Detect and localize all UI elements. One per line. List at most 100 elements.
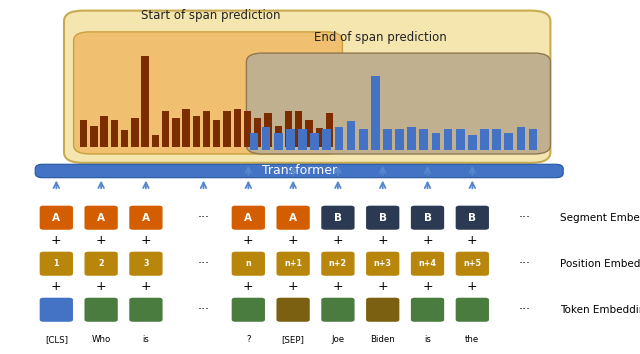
Bar [244, 110, 252, 147]
Bar [193, 116, 200, 147]
FancyBboxPatch shape [40, 206, 73, 230]
Bar [262, 127, 271, 150]
Bar [223, 110, 231, 147]
FancyBboxPatch shape [366, 252, 399, 276]
Text: Position Embeddings: Position Embeddings [560, 259, 640, 269]
Bar [335, 127, 343, 150]
Text: Biden: Biden [371, 335, 395, 344]
FancyBboxPatch shape [40, 252, 73, 276]
Bar [305, 120, 313, 147]
Bar [456, 129, 465, 150]
Bar [254, 118, 262, 147]
Text: +: + [422, 234, 433, 247]
FancyBboxPatch shape [232, 298, 265, 322]
Text: A: A [142, 213, 150, 223]
FancyBboxPatch shape [84, 298, 118, 322]
Text: +: + [378, 234, 388, 247]
Text: +: + [333, 280, 343, 293]
Bar [444, 129, 452, 150]
FancyBboxPatch shape [84, 252, 118, 276]
FancyBboxPatch shape [84, 206, 118, 230]
Text: +: + [378, 280, 388, 293]
Bar [326, 114, 333, 147]
Text: +: + [141, 234, 151, 247]
Bar [90, 126, 98, 147]
FancyBboxPatch shape [276, 206, 310, 230]
Bar [275, 126, 282, 147]
Text: B: B [468, 213, 476, 223]
Text: n: n [246, 259, 251, 268]
Text: +: + [288, 280, 298, 293]
Bar [298, 129, 307, 150]
Bar [407, 127, 416, 150]
Text: [SEP]: [SEP] [282, 335, 305, 344]
FancyBboxPatch shape [366, 206, 399, 230]
Bar [295, 110, 303, 147]
Bar [492, 129, 501, 150]
Bar [468, 135, 477, 150]
Bar [162, 110, 170, 147]
Text: ···: ··· [198, 257, 209, 270]
Text: A: A [97, 213, 105, 223]
Text: +: + [96, 234, 106, 247]
Text: ···: ··· [519, 257, 531, 270]
Bar [80, 120, 88, 147]
Text: Token Embeddings: Token Embeddings [560, 305, 640, 315]
FancyBboxPatch shape [321, 206, 355, 230]
Bar [480, 129, 489, 150]
Text: Segment Embeddings: Segment Embeddings [560, 213, 640, 223]
FancyBboxPatch shape [129, 252, 163, 276]
FancyBboxPatch shape [456, 206, 489, 230]
FancyBboxPatch shape [411, 252, 444, 276]
Text: +: + [51, 234, 61, 247]
Text: ···: ··· [198, 211, 209, 224]
FancyBboxPatch shape [321, 252, 355, 276]
FancyBboxPatch shape [456, 252, 489, 276]
Text: B: B [379, 213, 387, 223]
FancyBboxPatch shape [411, 206, 444, 230]
FancyBboxPatch shape [246, 53, 550, 154]
Text: B: B [334, 213, 342, 223]
Text: +: + [467, 234, 477, 247]
Text: ···: ··· [519, 211, 531, 224]
Text: Transformer: Transformer [262, 165, 337, 177]
FancyBboxPatch shape [232, 206, 265, 230]
Bar [100, 116, 108, 147]
Bar [310, 133, 319, 150]
Text: n+5: n+5 [463, 259, 481, 268]
Text: +: + [288, 234, 298, 247]
Bar [141, 56, 149, 147]
Text: B: B [424, 213, 431, 223]
Bar [172, 118, 180, 147]
Text: the: the [465, 335, 479, 344]
Text: Joe: Joe [332, 335, 344, 344]
Bar [504, 133, 513, 150]
FancyBboxPatch shape [40, 298, 73, 322]
Bar [359, 129, 367, 150]
Bar [371, 76, 380, 150]
Bar [431, 133, 440, 150]
FancyBboxPatch shape [321, 298, 355, 322]
Text: ···: ··· [519, 303, 531, 316]
Bar [152, 136, 159, 147]
FancyBboxPatch shape [35, 164, 563, 178]
Bar [323, 129, 331, 150]
Text: n+1: n+1 [284, 259, 302, 268]
Text: +: + [51, 280, 61, 293]
Text: n+3: n+3 [374, 259, 392, 268]
Text: Who: Who [92, 335, 111, 344]
Bar [213, 120, 221, 147]
Bar [383, 129, 392, 150]
FancyBboxPatch shape [276, 252, 310, 276]
Text: +: + [243, 280, 253, 293]
Bar [182, 109, 190, 147]
Bar [286, 129, 295, 150]
FancyBboxPatch shape [74, 32, 342, 154]
Text: A: A [52, 213, 60, 223]
Bar [111, 120, 118, 147]
Text: [CLS]: [CLS] [45, 335, 68, 344]
Bar [234, 109, 241, 147]
Text: +: + [243, 234, 253, 247]
FancyBboxPatch shape [129, 206, 163, 230]
Bar [274, 133, 283, 150]
